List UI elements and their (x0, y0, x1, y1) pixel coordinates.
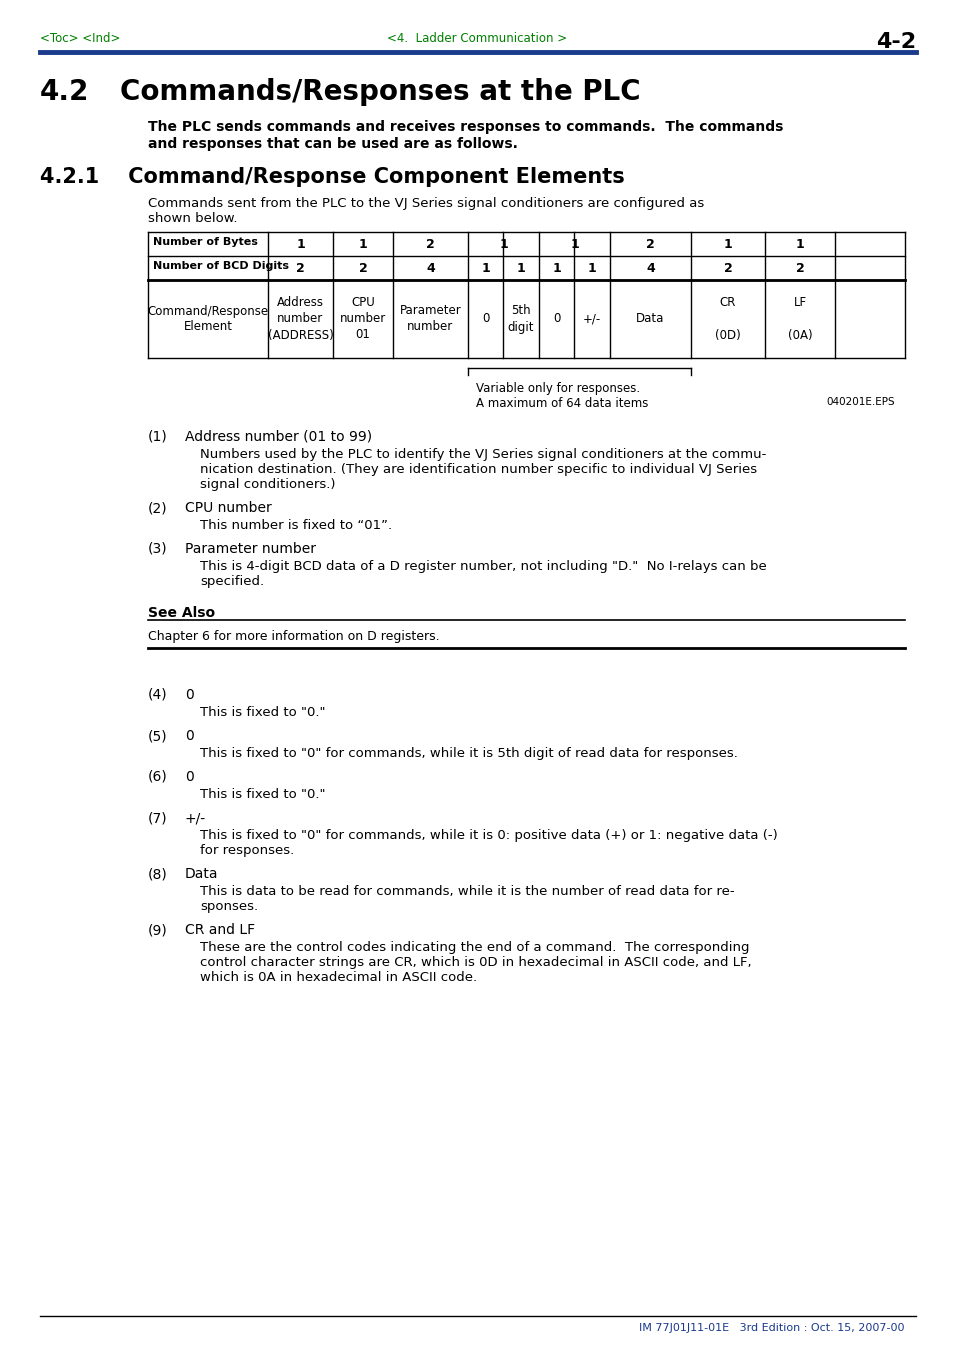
Text: sponses.: sponses. (200, 900, 258, 913)
Text: nication destination. (They are identification number specific to individual VJ : nication destination. (They are identifi… (200, 463, 757, 476)
Text: <Toc> <Ind>: <Toc> <Ind> (40, 32, 120, 45)
Text: 1: 1 (480, 262, 489, 274)
Text: Commands/Responses at the PLC: Commands/Responses at the PLC (120, 78, 640, 105)
Text: 4.2: 4.2 (40, 78, 90, 105)
Text: The PLC sends commands and receives responses to commands.  The commands: The PLC sends commands and receives resp… (148, 120, 782, 134)
Text: 2: 2 (645, 238, 654, 250)
Text: 1: 1 (552, 262, 560, 274)
Text: (1): (1) (148, 430, 168, 444)
Text: +/-: +/- (185, 811, 206, 825)
Text: 0: 0 (481, 312, 489, 326)
Text: 1: 1 (723, 238, 732, 250)
Text: 0: 0 (552, 312, 559, 326)
Text: (5): (5) (148, 730, 168, 743)
Text: 4: 4 (426, 262, 435, 274)
Text: Command/Response
Element: Command/Response Element (148, 304, 269, 334)
Text: specified.: specified. (200, 576, 264, 588)
Text: Parameter
number: Parameter number (399, 304, 461, 334)
Text: +/-: +/- (582, 312, 600, 326)
Text: 0: 0 (185, 730, 193, 743)
Text: 5th
digit: 5th digit (507, 304, 534, 334)
Text: These are the control codes indicating the end of a command.  The corresponding: These are the control codes indicating t… (200, 942, 749, 954)
Text: This is fixed to "0" for commands, while it is 5th digit of read data for respon: This is fixed to "0" for commands, while… (200, 747, 737, 761)
Text: Address number (01 to 99): Address number (01 to 99) (185, 430, 372, 444)
Text: This is fixed to "0.": This is fixed to "0." (200, 788, 325, 801)
Text: 2: 2 (426, 238, 435, 250)
Text: IM 77J01J11-01E   3rd Edition : Oct. 15, 2007-00: IM 77J01J11-01E 3rd Edition : Oct. 15, 2… (639, 1323, 904, 1333)
Text: 4: 4 (645, 262, 654, 274)
Text: Numbers used by the PLC to identify the VJ Series signal conditioners at the com: Numbers used by the PLC to identify the … (200, 449, 765, 461)
Text: CPU
number
01: CPU number 01 (339, 296, 386, 342)
Text: This is fixed to "0" for commands, while it is 0: positive data (+) or 1: negati: This is fixed to "0" for commands, while… (200, 830, 777, 842)
Text: 1: 1 (570, 238, 578, 250)
Text: This is data to be read for commands, while it is the number of read data for re: This is data to be read for commands, wh… (200, 885, 734, 898)
Text: (2): (2) (148, 501, 168, 515)
Text: 0: 0 (185, 688, 193, 703)
Text: signal conditioners.): signal conditioners.) (200, 478, 335, 490)
Text: 1: 1 (358, 238, 367, 250)
Text: A maximum of 64 data items: A maximum of 64 data items (476, 397, 648, 409)
Text: which is 0A in hexadecimal in ASCII code.: which is 0A in hexadecimal in ASCII code… (200, 971, 477, 984)
Text: shown below.: shown below. (148, 212, 237, 226)
Text: (3): (3) (148, 542, 168, 557)
Text: (9): (9) (148, 923, 168, 938)
Text: 1: 1 (498, 238, 507, 250)
Text: CR and LF: CR and LF (185, 923, 254, 938)
Text: Number of Bytes: Number of Bytes (152, 236, 257, 247)
Text: LF

(0A): LF (0A) (787, 296, 811, 342)
Text: Data: Data (636, 312, 664, 326)
Text: 1: 1 (587, 262, 596, 274)
Text: 4.2.1    Command/Response Component Elements: 4.2.1 Command/Response Component Element… (40, 168, 624, 186)
Text: See Also: See Also (148, 607, 214, 620)
Text: Variable only for responses.: Variable only for responses. (476, 382, 639, 394)
Text: (6): (6) (148, 770, 168, 784)
Text: 040201E.EPS: 040201E.EPS (825, 397, 894, 407)
Text: 2: 2 (795, 262, 803, 274)
Text: Commands sent from the PLC to the VJ Series signal conditioners are configured a: Commands sent from the PLC to the VJ Ser… (148, 197, 703, 209)
Text: This is 4-digit BCD data of a D register number, not including "D."  No I-relays: This is 4-digit BCD data of a D register… (200, 561, 766, 573)
Text: This number is fixed to “01”.: This number is fixed to “01”. (200, 519, 392, 532)
Text: and responses that can be used are as follows.: and responses that can be used are as fo… (148, 136, 517, 151)
Text: 2: 2 (295, 262, 305, 274)
Text: CR

(0D): CR (0D) (715, 296, 740, 342)
Text: <4.  Ladder Communication >: <4. Ladder Communication > (387, 32, 566, 45)
Text: (8): (8) (148, 867, 168, 881)
Text: Number of BCD Digits: Number of BCD Digits (152, 261, 289, 272)
Text: Address
number
(ADDRESS): Address number (ADDRESS) (268, 296, 333, 342)
Text: CPU number: CPU number (185, 501, 272, 515)
Text: 4-2: 4-2 (875, 32, 915, 51)
Text: Parameter number: Parameter number (185, 542, 315, 557)
Text: 1: 1 (795, 238, 803, 250)
Text: (7): (7) (148, 811, 168, 825)
Text: 1: 1 (517, 262, 525, 274)
Text: Data: Data (185, 867, 218, 881)
Text: 1: 1 (295, 238, 305, 250)
Text: 0: 0 (185, 770, 193, 784)
Text: Chapter 6 for more information on D registers.: Chapter 6 for more information on D regi… (148, 630, 439, 643)
Text: for responses.: for responses. (200, 844, 294, 857)
Text: control character strings are CR, which is 0D in hexadecimal in ASCII code, and : control character strings are CR, which … (200, 957, 751, 969)
Text: 2: 2 (358, 262, 367, 274)
Text: This is fixed to "0.": This is fixed to "0." (200, 707, 325, 719)
Text: (4): (4) (148, 688, 168, 703)
Text: 2: 2 (723, 262, 732, 274)
